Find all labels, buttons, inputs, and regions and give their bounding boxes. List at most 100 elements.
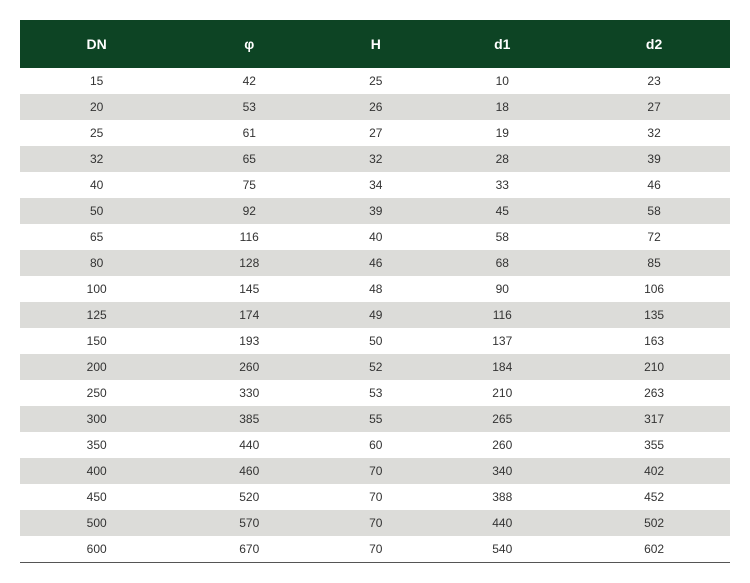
table-cell: 250 — [20, 380, 173, 406]
table-cell: 53 — [325, 380, 426, 406]
table-cell: 260 — [173, 354, 325, 380]
table-cell: 92 — [173, 198, 325, 224]
table-cell: 70 — [325, 484, 426, 510]
col-header-h: H — [325, 20, 426, 68]
table-cell: 85 — [578, 250, 730, 276]
table-row: 35044060260355 — [20, 432, 730, 458]
table-cell: 18 — [426, 94, 578, 120]
table-cell: 210 — [426, 380, 578, 406]
table-cell: 70 — [325, 510, 426, 536]
table-cell: 450 — [20, 484, 173, 510]
table-cell: 15 — [20, 68, 173, 94]
table-row: 30038555265317 — [20, 406, 730, 432]
table-cell: 46 — [325, 250, 426, 276]
table-cell: 184 — [426, 354, 578, 380]
table-cell: 260 — [426, 432, 578, 458]
table-cell: 46 — [578, 172, 730, 198]
table-row: 80128466885 — [20, 250, 730, 276]
table-cell: 60 — [325, 432, 426, 458]
table-cell: 25 — [20, 120, 173, 146]
table-cell: 40 — [20, 172, 173, 198]
table-cell: 32 — [20, 146, 173, 172]
table-cell: 50 — [325, 328, 426, 354]
table-cell: 28 — [426, 146, 578, 172]
table-cell: 65 — [173, 146, 325, 172]
col-header-phi: φ — [173, 20, 325, 68]
table-row: 5092394558 — [20, 198, 730, 224]
table-cell: 150 — [20, 328, 173, 354]
table-cell: 19 — [426, 120, 578, 146]
table-cell: 200 — [20, 354, 173, 380]
table-cell: 602 — [578, 536, 730, 563]
table-cell: 317 — [578, 406, 730, 432]
table-cell: 440 — [426, 510, 578, 536]
table-cell: 265 — [426, 406, 578, 432]
table-row: 65116405872 — [20, 224, 730, 250]
table-cell: 135 — [578, 302, 730, 328]
table-cell: 65 — [20, 224, 173, 250]
table-cell: 68 — [426, 250, 578, 276]
table-cell: 100 — [20, 276, 173, 302]
table-row: 15019350137163 — [20, 328, 730, 354]
table-cell: 502 — [578, 510, 730, 536]
table-cell: 440 — [173, 432, 325, 458]
table-cell: 70 — [325, 536, 426, 563]
table-cell: 27 — [578, 94, 730, 120]
table-cell: 174 — [173, 302, 325, 328]
table-cell: 402 — [578, 458, 730, 484]
table-cell: 540 — [426, 536, 578, 563]
table-cell: 388 — [426, 484, 578, 510]
table-cell: 58 — [426, 224, 578, 250]
col-header-d2: d2 — [578, 20, 730, 68]
table-cell: 75 — [173, 172, 325, 198]
table-row: 4075343346 — [20, 172, 730, 198]
table-cell: 39 — [578, 146, 730, 172]
table-row: 12517449116135 — [20, 302, 730, 328]
table-cell: 400 — [20, 458, 173, 484]
table-row: 60067070540602 — [20, 536, 730, 563]
table-cell: 50 — [20, 198, 173, 224]
table-cell: 80 — [20, 250, 173, 276]
table-cell: 570 — [173, 510, 325, 536]
table-cell: 42 — [173, 68, 325, 94]
table-cell: 48 — [325, 276, 426, 302]
spec-table: DN φ H d1 d2 154225102320532618272561271… — [20, 20, 730, 563]
table-cell: 39 — [325, 198, 426, 224]
table-cell: 25 — [325, 68, 426, 94]
table-cell: 10 — [426, 68, 578, 94]
table-cell: 53 — [173, 94, 325, 120]
table-cell: 263 — [578, 380, 730, 406]
table-row: 2561271932 — [20, 120, 730, 146]
table-cell: 460 — [173, 458, 325, 484]
table-cell: 72 — [578, 224, 730, 250]
table-row: 20026052184210 — [20, 354, 730, 380]
table-cell: 26 — [325, 94, 426, 120]
table-cell: 32 — [325, 146, 426, 172]
table-row: 40046070340402 — [20, 458, 730, 484]
table-row: 2053261827 — [20, 94, 730, 120]
table-body: 1542251023205326182725612719323265322839… — [20, 68, 730, 563]
col-header-d1: d1 — [426, 20, 578, 68]
table-cell: 27 — [325, 120, 426, 146]
table-row: 25033053210263 — [20, 380, 730, 406]
table-cell: 163 — [578, 328, 730, 354]
table-cell: 385 — [173, 406, 325, 432]
table-cell: 32 — [578, 120, 730, 146]
table-row: 1542251023 — [20, 68, 730, 94]
table-cell: 670 — [173, 536, 325, 563]
table-cell: 500 — [20, 510, 173, 536]
table-cell: 128 — [173, 250, 325, 276]
table-cell: 52 — [325, 354, 426, 380]
table-cell: 355 — [578, 432, 730, 458]
table-row: 1001454890106 — [20, 276, 730, 302]
table-cell: 90 — [426, 276, 578, 302]
table-row: 50057070440502 — [20, 510, 730, 536]
table-cell: 452 — [578, 484, 730, 510]
table-cell: 20 — [20, 94, 173, 120]
table-cell: 210 — [578, 354, 730, 380]
table-cell: 55 — [325, 406, 426, 432]
table-row: 3265322839 — [20, 146, 730, 172]
table-cell: 330 — [173, 380, 325, 406]
table-cell: 106 — [578, 276, 730, 302]
table-cell: 58 — [578, 198, 730, 224]
